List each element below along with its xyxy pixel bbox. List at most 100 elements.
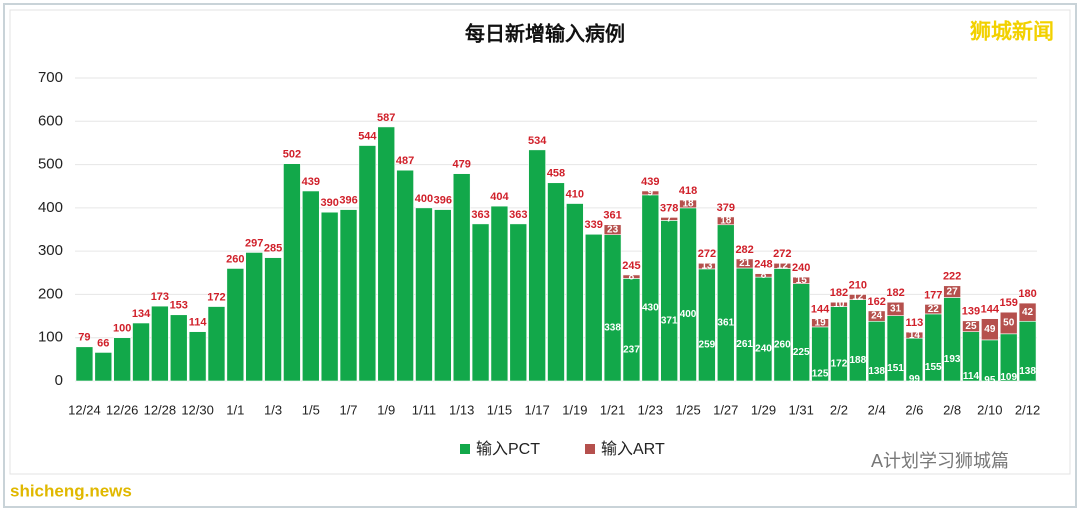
segment-label: 240 <box>755 344 772 355</box>
segment-label: 193 <box>944 354 961 365</box>
bar-segment <box>754 273 773 278</box>
legend-label: 输入PCT <box>476 440 540 458</box>
total-label: 458 <box>547 168 565 180</box>
total-label: 240 <box>792 262 810 274</box>
total-label: 144 <box>981 304 1000 316</box>
total-label: 285 <box>264 243 282 255</box>
total-label: 248 <box>754 259 772 271</box>
bar-segment <box>471 223 490 382</box>
y-tick-label: 300 <box>38 242 63 259</box>
x-tick-label: 1/5 <box>302 402 320 417</box>
bar-segment <box>377 126 396 382</box>
segment-label: 260 <box>774 339 791 350</box>
segment-label: 15 <box>796 275 808 286</box>
bar-segment <box>698 268 716 382</box>
segment-label: 23 <box>607 224 619 235</box>
segment-label: 172 <box>831 358 848 369</box>
total-label: 153 <box>170 300 188 312</box>
total-label: 396 <box>434 194 452 206</box>
total-label: 544 <box>358 130 377 142</box>
segment-label: 8 <box>629 271 635 282</box>
total-label: 390 <box>320 197 338 209</box>
x-tick-label: 1/1 <box>226 402 244 417</box>
bar-segment <box>226 268 245 382</box>
chart-title: 每日新增输入病例 <box>465 21 625 45</box>
bar-segment <box>75 346 94 382</box>
total-label: 180 <box>1018 288 1036 300</box>
segment-label: 18 <box>682 199 694 210</box>
segment-label: 155 <box>925 362 942 373</box>
segment-label: 13 <box>701 261 713 272</box>
bar-segment <box>188 331 207 382</box>
bar-segment <box>943 285 961 298</box>
bar-segment <box>396 169 414 382</box>
x-tick-label: 1/3 <box>264 402 282 417</box>
bar-segment <box>320 211 339 382</box>
segment-label: 109 <box>1000 372 1017 383</box>
total-label: 162 <box>867 296 885 308</box>
bar-segment <box>490 205 509 382</box>
total-label: 418 <box>679 185 697 197</box>
total-label: 114 <box>189 317 208 329</box>
total-label: 587 <box>377 112 395 124</box>
total-label: 79 <box>78 332 90 344</box>
segment-label: 19 <box>815 317 827 328</box>
x-tick-label: 12/28 <box>144 402 177 417</box>
bar-segment <box>415 207 433 382</box>
segment-label: 10 <box>833 299 845 310</box>
x-tick-label: 1/23 <box>638 402 663 417</box>
bar-segment <box>283 163 301 382</box>
bar-segment <box>622 278 641 382</box>
total-label: 272 <box>698 248 716 260</box>
segment-label: 151 <box>887 363 904 374</box>
total-label: 245 <box>622 260 640 272</box>
segment-label: 361 <box>717 318 734 329</box>
segment-label: 371 <box>661 315 678 326</box>
total-label: 361 <box>603 210 621 222</box>
x-tick-label: 1/15 <box>487 402 512 417</box>
segment-label: 12 <box>852 292 864 303</box>
x-tick-label: 1/27 <box>713 402 738 417</box>
legend-label: 输入ART <box>601 440 665 458</box>
legend-swatch <box>460 444 470 454</box>
bar-segment <box>1018 302 1037 322</box>
bar-segment <box>207 306 226 382</box>
total-label: 479 <box>453 159 471 171</box>
bar-segment <box>735 258 754 269</box>
total-label: 396 <box>339 194 357 206</box>
bar-segment <box>754 276 773 382</box>
bar-segment <box>566 203 584 382</box>
segment-label: 138 <box>868 366 885 377</box>
bar-segment <box>698 262 716 270</box>
segment-label: 259 <box>699 340 716 351</box>
y-tick-label: 400 <box>38 199 63 216</box>
segment-label: 338 <box>604 322 621 333</box>
x-tick-label: 2/2 <box>830 402 848 417</box>
bar-segment <box>924 304 943 315</box>
total-label: 502 <box>283 149 301 161</box>
segment-label: 7 <box>666 214 672 225</box>
bar-segment <box>584 233 603 382</box>
segment-label: 50 <box>1003 318 1015 329</box>
segment-label: 8 <box>761 270 767 281</box>
segment-label: 49 <box>984 324 996 335</box>
total-label: 159 <box>1000 297 1018 309</box>
total-label: 272 <box>773 248 791 260</box>
x-tick-label: 12/30 <box>181 402 214 417</box>
total-label: 534 <box>528 135 547 147</box>
total-label: 282 <box>735 244 753 256</box>
y-tick-label: 100 <box>38 329 63 346</box>
total-label: 487 <box>396 155 414 167</box>
bar-segment <box>849 294 867 300</box>
x-tick-label: 1/17 <box>524 402 549 417</box>
segment-label: 24 <box>871 311 883 322</box>
total-label: 177 <box>924 289 942 301</box>
bar-segment <box>981 318 999 341</box>
bar-segment <box>264 257 282 382</box>
segment-label: 14 <box>909 330 921 341</box>
x-tick-label: 1/31 <box>789 402 814 417</box>
bar-segment <box>622 274 641 279</box>
bar-segment <box>301 190 320 382</box>
total-label: 363 <box>471 209 489 221</box>
bar-segment <box>452 173 471 382</box>
